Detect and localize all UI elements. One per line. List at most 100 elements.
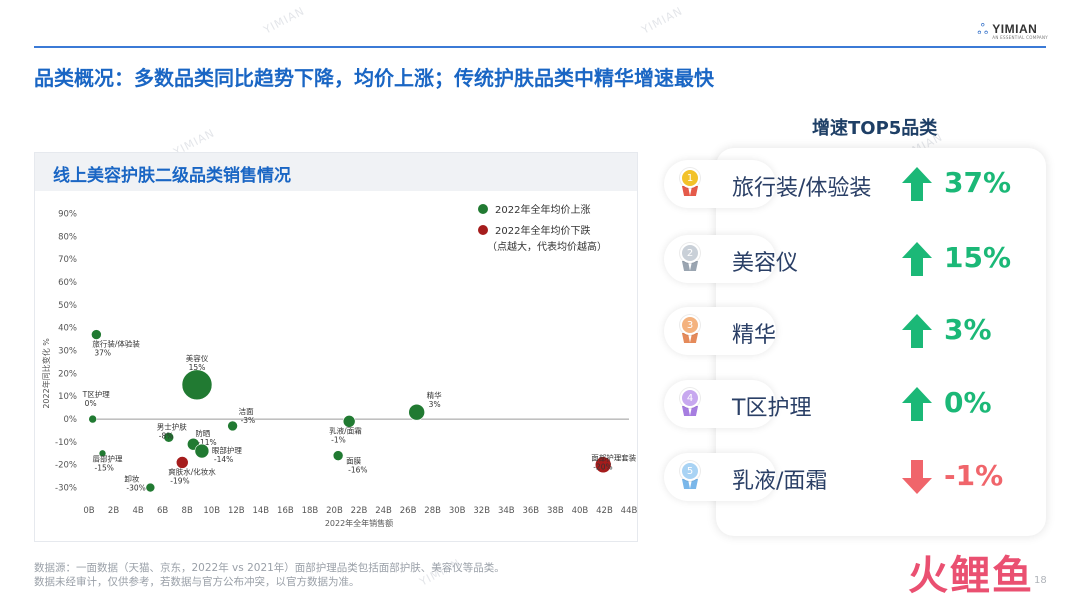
arrow-up-icon <box>902 314 932 348</box>
y-tick-label: -30% <box>55 484 77 494</box>
logo-mark-icon: ஃ <box>977 22 989 38</box>
top5-growth-value: -1% <box>944 459 1004 492</box>
x-tick-label: 12B <box>228 506 245 516</box>
page-title: 品类概况：多数品类同比趋势下降，均价上涨；传统护肤品类中精华增速最快 <box>34 66 714 90</box>
point-value-label: -15% <box>95 463 114 472</box>
scatter-point <box>88 414 97 424</box>
x-tick-label: 36B <box>522 506 539 516</box>
x-tick-label: 6B <box>157 506 168 516</box>
rank-number: 1 <box>680 168 700 188</box>
top5-category-label: 精华 <box>732 323 777 348</box>
point-label: 眼部护理 <box>212 445 242 455</box>
legend-label: 2022年全年均价上涨 <box>495 203 590 216</box>
chart-panel: 线上美容护肤二级品类销售情况 90% 80% 70% 60% 50% 40% 30% 20% 1… <box>34 152 638 542</box>
x-tick-label: 44B <box>621 506 638 516</box>
rank-medal-icon: 4 <box>679 388 701 420</box>
point-value-label: -20% <box>593 463 612 472</box>
point-value-label: 15% <box>189 363 206 372</box>
y-tick-label: 30% <box>58 347 77 357</box>
y-tick-label: 20% <box>58 369 77 379</box>
chart-title-bar <box>35 153 637 191</box>
x-tick-label: 4B <box>132 506 143 516</box>
y-tick-label: -20% <box>55 461 77 471</box>
y-tick-label: 10% <box>58 392 77 402</box>
x-tick-label: 0B <box>83 506 94 516</box>
x-tick-label: 16B <box>277 506 294 516</box>
x-axis-title: 2022年全年销售额 <box>325 518 393 528</box>
scatter-point <box>594 456 612 474</box>
scatter-point <box>342 415 356 428</box>
top5-growth-value: 37% <box>944 166 1012 199</box>
top5-title: 增速TOP5品类 <box>812 118 938 139</box>
y-tick-label: 50% <box>58 301 77 311</box>
top5-category-label: 美容仪 <box>732 251 799 276</box>
y-tick-label: 0% <box>64 415 78 425</box>
source-brand-mark: 火鲤鱼 <box>908 553 1034 599</box>
point-label: 卸妆 <box>124 474 139 484</box>
point-label: 旅行装/体验装 <box>92 339 140 349</box>
legend-marker <box>478 225 488 235</box>
point-label: T区护理 <box>82 389 111 399</box>
header-rule <box>34 46 1046 48</box>
watermark: YIMIAN <box>261 4 307 37</box>
rank-medal-icon: 1 <box>679 168 701 200</box>
scatter-point <box>332 450 344 461</box>
logo-name: YIMIAN <box>992 21 1038 36</box>
y-tick-label: 40% <box>58 324 77 334</box>
scatter-point <box>163 432 175 443</box>
legend-marker <box>478 204 488 214</box>
top5-growth-value: 15% <box>944 241 1012 274</box>
brand-logo: ஃ YIMIAN AN ESSENTIAL COMPANY <box>977 22 1048 40</box>
top5-category-label: 乳液/面霜 <box>732 469 828 494</box>
rank-number: 5 <box>680 461 700 481</box>
rank-number: 2 <box>680 243 700 263</box>
rank-number: 3 <box>680 315 700 335</box>
y-tick-label: 90% <box>58 210 77 220</box>
point-label: 爽肤水/化妆水 <box>168 466 216 476</box>
x-tick-label: 38B <box>547 506 564 516</box>
x-tick-label: 40B <box>572 506 589 516</box>
x-tick-label: 10B <box>203 506 220 516</box>
y-tick-label: 60% <box>58 278 77 288</box>
x-tick-label: 24B <box>375 506 392 516</box>
x-tick-label: 2B <box>108 506 119 516</box>
page-number: 18 <box>1034 575 1047 586</box>
x-tick-label: 20B <box>326 506 343 516</box>
top5-growth-value: 3% <box>944 313 992 346</box>
scatter-point <box>98 449 107 458</box>
point-label: 精华 <box>427 390 442 400</box>
y-axis-title: 2022年同比变化 % <box>41 338 51 409</box>
point-label: 唇部护理 <box>93 453 123 463</box>
point-value-label: -14% <box>214 455 233 464</box>
x-tick-label: 28B <box>424 506 441 516</box>
y-tick-label: -10% <box>55 438 77 448</box>
source-line-1: 数据源：一面数据（天猫、京东，2022年 vs 2021年）面部护理品类包括面部… <box>34 562 505 574</box>
scatter-point <box>194 443 210 459</box>
arrow-up-icon <box>902 387 932 421</box>
x-tick-label: 42B <box>596 506 613 516</box>
y-tick-label: 70% <box>58 255 77 265</box>
point-value-label: 3% <box>429 400 441 409</box>
source-note: 数据源：一面数据（天猫、京东，2022年 vs 2021年）面部护理品类包括面部… <box>34 561 505 589</box>
x-tick-label: 8B <box>182 506 193 516</box>
y-tick-label: 80% <box>58 232 77 242</box>
rank-medal-icon: 2 <box>679 243 701 275</box>
scatter-point <box>145 482 156 493</box>
point-label: 乳液/面霜 <box>329 425 362 435</box>
watermark: YIMIAN <box>639 4 685 37</box>
rank-number: 4 <box>680 388 700 408</box>
scatter-chart: 90% 80% 70% 60% 50% 40% 30% 20% 10% 0% -10% -20% -30… <box>41 203 638 528</box>
rank-medal-icon: 5 <box>679 461 701 493</box>
x-tick-label: 34B <box>498 506 515 516</box>
scatter-point <box>91 329 102 340</box>
x-tick-label: 18B <box>302 506 319 516</box>
source-line-2: 数据未经审计，仅供参考，若数据与官方公布冲突，以官方数据为准。 <box>34 576 360 588</box>
point-value-label: -11% <box>197 438 216 447</box>
scatter-point <box>175 456 189 469</box>
arrow-down-icon <box>902 460 932 494</box>
logo-subtitle: AN ESSENTIAL COMPANY <box>992 34 1048 40</box>
point-value-label: -1% <box>331 435 346 444</box>
scatter-point <box>408 403 425 421</box>
scatter-point <box>227 420 238 432</box>
scatter-point <box>181 369 213 401</box>
